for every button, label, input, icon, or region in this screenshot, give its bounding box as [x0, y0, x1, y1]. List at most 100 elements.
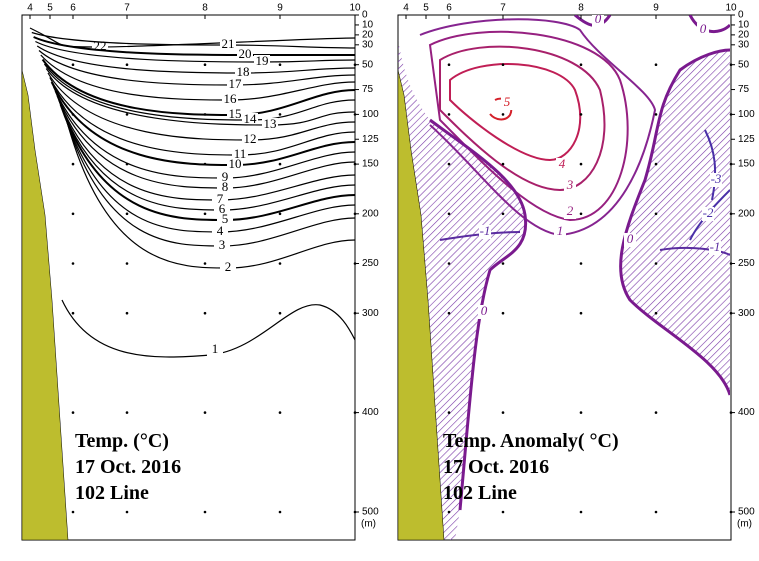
station-dot — [71, 63, 75, 66]
station-dot — [447, 411, 451, 414]
contour-label: 1 — [557, 223, 564, 238]
station-dot — [501, 63, 505, 66]
station-label: 7 — [500, 3, 506, 14]
contour-line — [52, 86, 355, 179]
y-tick-label: 20 — [362, 30, 374, 41]
station-label: 5 — [47, 3, 53, 14]
station-dot — [278, 212, 282, 216]
station-dot — [501, 162, 505, 166]
station-dot — [654, 113, 658, 116]
contour-label: 2 — [225, 259, 232, 274]
contour-label: 6 — [219, 201, 226, 216]
annotation: 102 Line — [75, 482, 149, 504]
station-dot — [125, 113, 129, 116]
station-dot — [579, 262, 583, 265]
contours: 5 43 21 0 0 0 0 -1 -1 -2 -3 — [398, 11, 730, 540]
contour-line — [47, 72, 355, 141]
contour-label: 21 — [222, 36, 235, 51]
station-label: 8 — [202, 3, 208, 14]
y-tick-label: 250 — [362, 258, 379, 269]
contour-line — [45, 68, 355, 126]
station-dot — [447, 311, 451, 315]
station-dot — [654, 63, 658, 66]
station-dot — [654, 262, 658, 265]
contour-label: 15 — [229, 106, 242, 121]
contour-label-bg — [237, 48, 253, 62]
station-dot — [71, 262, 75, 265]
y-tick-label: 200 — [738, 208, 755, 219]
station-label: 7 — [124, 3, 130, 14]
subtitle: 17 Oct. 2016 — [443, 456, 549, 478]
y-tick-label: 100 — [362, 109, 379, 120]
station-dot — [203, 63, 207, 66]
contour-label-bg — [207, 343, 223, 357]
contour-label-bg — [501, 96, 513, 110]
station-dot — [278, 311, 282, 315]
station-dot — [654, 311, 658, 315]
contour-label: 3 — [566, 177, 574, 192]
station-dot — [579, 113, 583, 116]
station-dot — [71, 510, 75, 514]
station-dot — [501, 212, 505, 216]
y-tick-label: 250 — [738, 258, 755, 269]
contour-label-bg — [564, 179, 576, 193]
station-dot — [654, 212, 658, 216]
contour-label-bg — [564, 205, 576, 219]
y-tick-label: 50 — [738, 59, 750, 70]
y-tick-label: 500 — [738, 507, 755, 518]
station-dot — [501, 311, 505, 315]
contour-line — [49, 77, 355, 156]
station-dot — [447, 510, 451, 514]
contour-label-bg — [227, 78, 243, 92]
contour-label: 12 — [244, 131, 257, 146]
station-dot — [579, 311, 583, 315]
contour-label-bg — [220, 38, 236, 52]
contour-line — [429, 118, 528, 511]
y-tick-label: 75 — [738, 84, 750, 95]
contour-line — [36, 45, 355, 74]
contour-line — [50, 81, 355, 167]
y-tick-label: 50 — [362, 59, 374, 70]
contour-label-bg — [222, 93, 238, 107]
y-tick-label: 75 — [362, 84, 374, 95]
contour-label-bg — [217, 181, 233, 195]
contour-label-bg — [478, 305, 490, 319]
contour-label: 2 — [567, 203, 574, 218]
station-dot — [654, 162, 658, 166]
contour-label-bg — [709, 241, 721, 255]
contour-line — [43, 63, 355, 121]
station-dot — [203, 311, 207, 315]
contour-label: 7 — [217, 191, 224, 206]
station-dot — [203, 510, 207, 514]
station-label: 6 — [70, 3, 76, 14]
contour-label-bg — [220, 261, 236, 275]
contour-label-bg — [242, 113, 258, 127]
y-tick-label: 30 — [738, 39, 750, 50]
station-dot — [125, 162, 129, 166]
contour-line — [61, 299, 355, 358]
contour-line — [35, 40, 355, 63]
y-tick-label: 300 — [362, 308, 379, 319]
contour-label: -3 — [711, 171, 722, 186]
contour-label-bg — [624, 233, 636, 247]
contour-line — [659, 246, 730, 256]
y-tick-label: 400 — [738, 407, 755, 418]
contour-label: -1 — [480, 223, 491, 238]
y-tick-label: 150 — [362, 159, 379, 170]
contour-line — [65, 117, 355, 269]
y-tick-label: 125 — [738, 134, 755, 145]
station-dot — [579, 63, 583, 66]
y-tick-label: 20 — [738, 30, 750, 41]
station-dot — [71, 113, 75, 116]
contour-label: -2 — [703, 205, 714, 220]
y-tick-label: 500 — [362, 507, 379, 518]
station-dot — [579, 411, 583, 414]
contour-label: 0 — [595, 11, 602, 26]
y-tick-label: 200 — [362, 208, 379, 219]
contour-line — [419, 18, 657, 237]
station-dot — [203, 262, 207, 265]
station-label: 5 — [423, 3, 429, 14]
y-tick-label: 150 — [738, 159, 755, 170]
